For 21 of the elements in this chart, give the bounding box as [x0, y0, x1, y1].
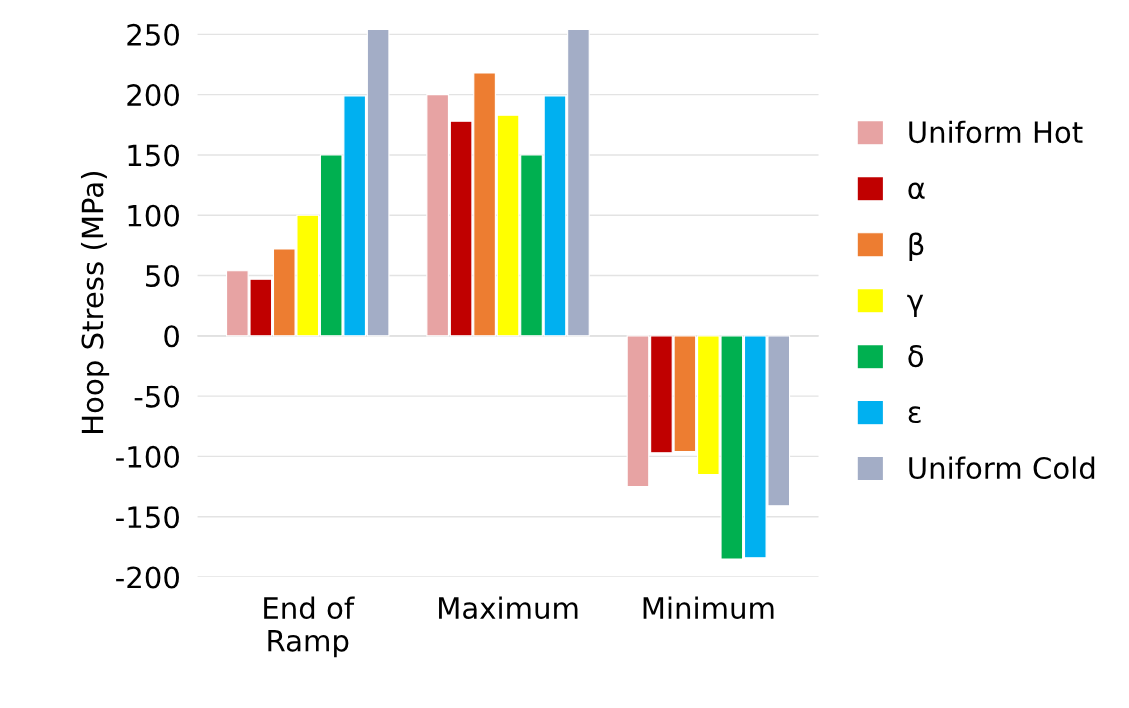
legend-label: δ — [908, 345, 924, 368]
y-tick-label: 50 — [146, 264, 179, 288]
x-tick-label: Minimum — [643, 596, 774, 620]
y-tick-label: -200 — [116, 566, 179, 589]
y-tick-label: 150 — [128, 144, 179, 167]
legend-label: β — [909, 232, 924, 261]
legend-label: ε — [908, 406, 921, 424]
legend-label: Uniform Hot — [909, 120, 1083, 144]
legend-label: γ — [907, 294, 924, 317]
y-tick-label: -100 — [116, 445, 179, 468]
y-tick-label: -50 — [134, 385, 179, 408]
y-tick-label: 100 — [128, 204, 179, 227]
y-tick-label: 200 — [127, 84, 179, 107]
x-tick-label: Maximum — [439, 596, 578, 620]
legend-label: Uniform Cold — [909, 456, 1095, 480]
legend-label: α — [908, 182, 925, 200]
y-tick-label: 250 — [127, 23, 179, 46]
y-axis-title: Hoop Stress (MPa) — [80, 171, 110, 433]
x-tick-label: End of Ramp — [264, 596, 355, 658]
y-tick-label: 0 — [164, 325, 179, 348]
y-tick-label: -150 — [116, 506, 179, 529]
